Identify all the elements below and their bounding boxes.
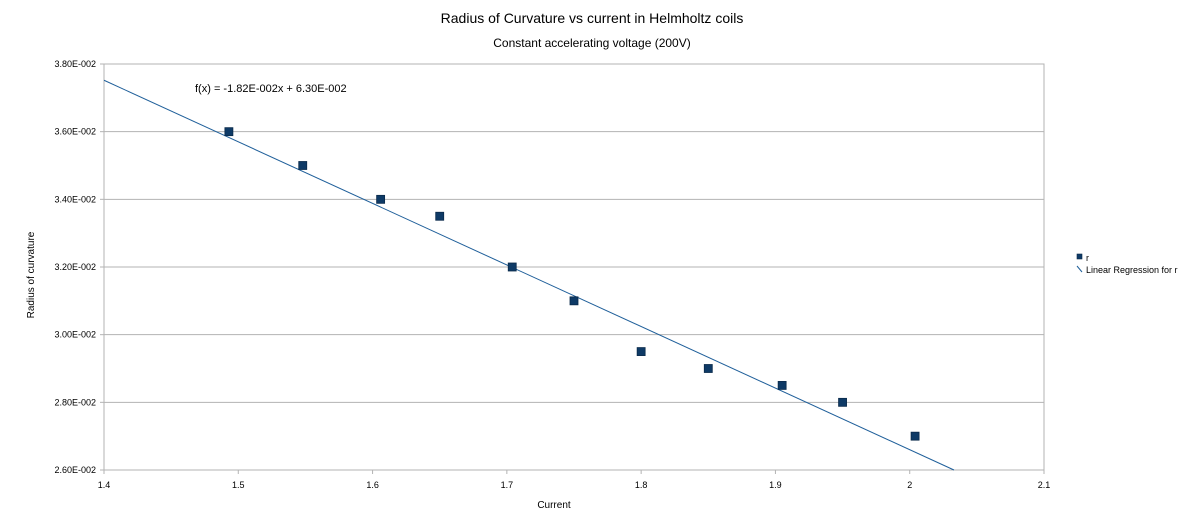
x-axis: 1.4 1.5 1.6 1.7 1.8 1.9 2 2.1 [98, 470, 1051, 490]
legend-regression-line [1076, 265, 1083, 273]
y-tick-label: 3.40E-002 [54, 194, 96, 204]
x-tick-label: 1.9 [769, 480, 782, 490]
data-point [777, 381, 787, 390]
y-tick-label: 3.80E-002 [54, 59, 96, 69]
y-tick-label: 3.60E-002 [54, 127, 96, 137]
regression-line [103, 79, 955, 471]
x-tick-label: 2 [907, 480, 912, 490]
regression-equation: f(x) = -1.82E-002x + 6.30E-002 [195, 83, 347, 95]
data-point [910, 431, 920, 441]
grid [104, 63, 1044, 471]
x-tick-label: 2.1 [1038, 480, 1051, 490]
y-tick-label: 3.00E-002 [54, 330, 96, 340]
legend-label-r: r [1086, 253, 1089, 263]
chart-title: Radius of Curvature vs current in Helmho… [441, 10, 744, 26]
data-point [224, 127, 234, 137]
x-tick-label: 1.4 [98, 480, 111, 490]
data-point [703, 364, 713, 373]
y-axis-label: Radius of curvature [26, 231, 37, 318]
data-point [376, 194, 386, 204]
data-point [435, 211, 445, 221]
legend: r Linear Regression for r [1076, 253, 1178, 275]
x-tick-label: 1.5 [232, 480, 245, 490]
data-point [507, 262, 517, 272]
data-point [636, 347, 646, 356]
data-point [298, 161, 308, 170]
regression-line-path [103, 79, 955, 471]
data-point [569, 296, 579, 306]
x-tick-label: 1.7 [501, 480, 514, 490]
x-tick-label: 1.8 [635, 480, 648, 490]
y-tick-label: 3.20E-002 [54, 262, 96, 272]
legend-marker-r [1076, 253, 1083, 260]
legend-label-regression: Linear Regression for r [1086, 265, 1178, 275]
x-tick-label: 1.6 [366, 480, 379, 490]
y-tick-label: 2.80E-002 [54, 397, 96, 407]
data-point [838, 397, 847, 407]
chart-subtitle: Constant accelerating voltage (200V) [493, 36, 690, 50]
x-axis-label: Current [537, 500, 571, 511]
data-points [224, 127, 920, 441]
y-tick-label: 2.60E-002 [54, 465, 96, 475]
y-axis: 2.60E-002 2.80E-002 3.00E-002 3.20E-002 3.40… [54, 59, 104, 475]
